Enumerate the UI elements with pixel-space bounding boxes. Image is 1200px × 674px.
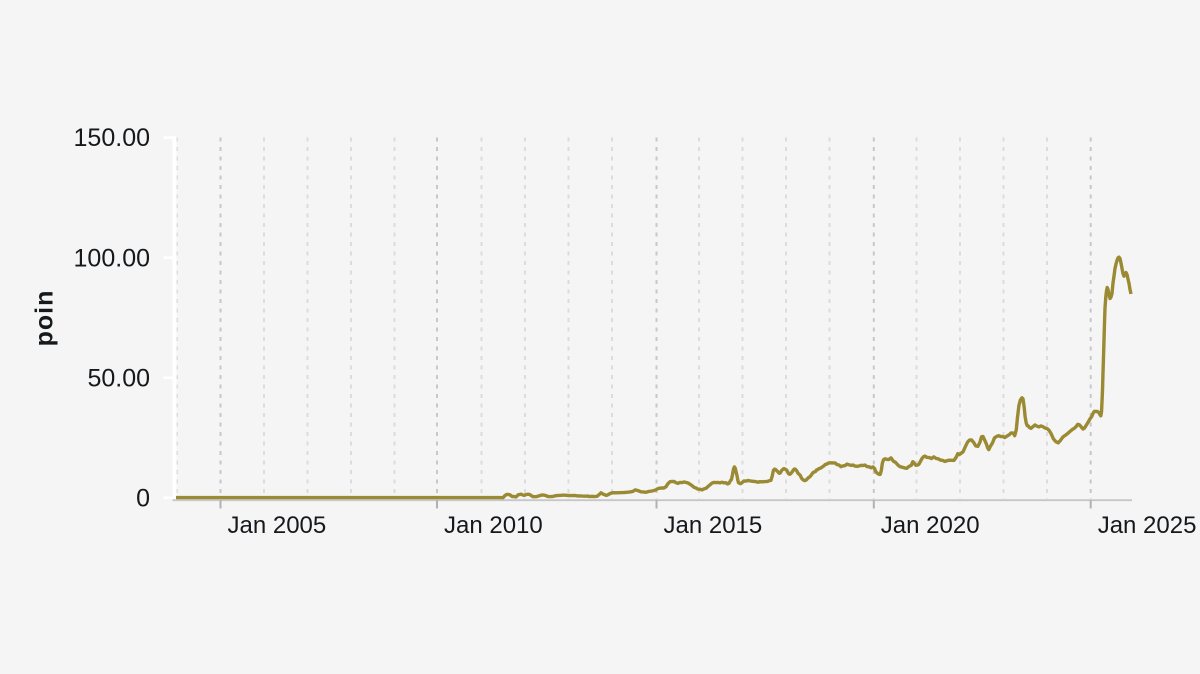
svg-text:Jan 2015: Jan 2015 [664,512,763,539]
svg-text:poin: poin [31,290,59,347]
svg-text:150.00: 150.00 [74,124,150,152]
svg-text:Jan 2025: Jan 2025 [1098,512,1197,539]
svg-text:Jan 2005: Jan 2005 [228,512,327,539]
svg-text:0: 0 [136,484,150,512]
svg-text:Jan 2020: Jan 2020 [881,512,980,539]
svg-text:50.00: 50.00 [87,364,150,392]
svg-text:Jan 2010: Jan 2010 [444,512,543,539]
svg-text:100.00: 100.00 [74,244,150,272]
